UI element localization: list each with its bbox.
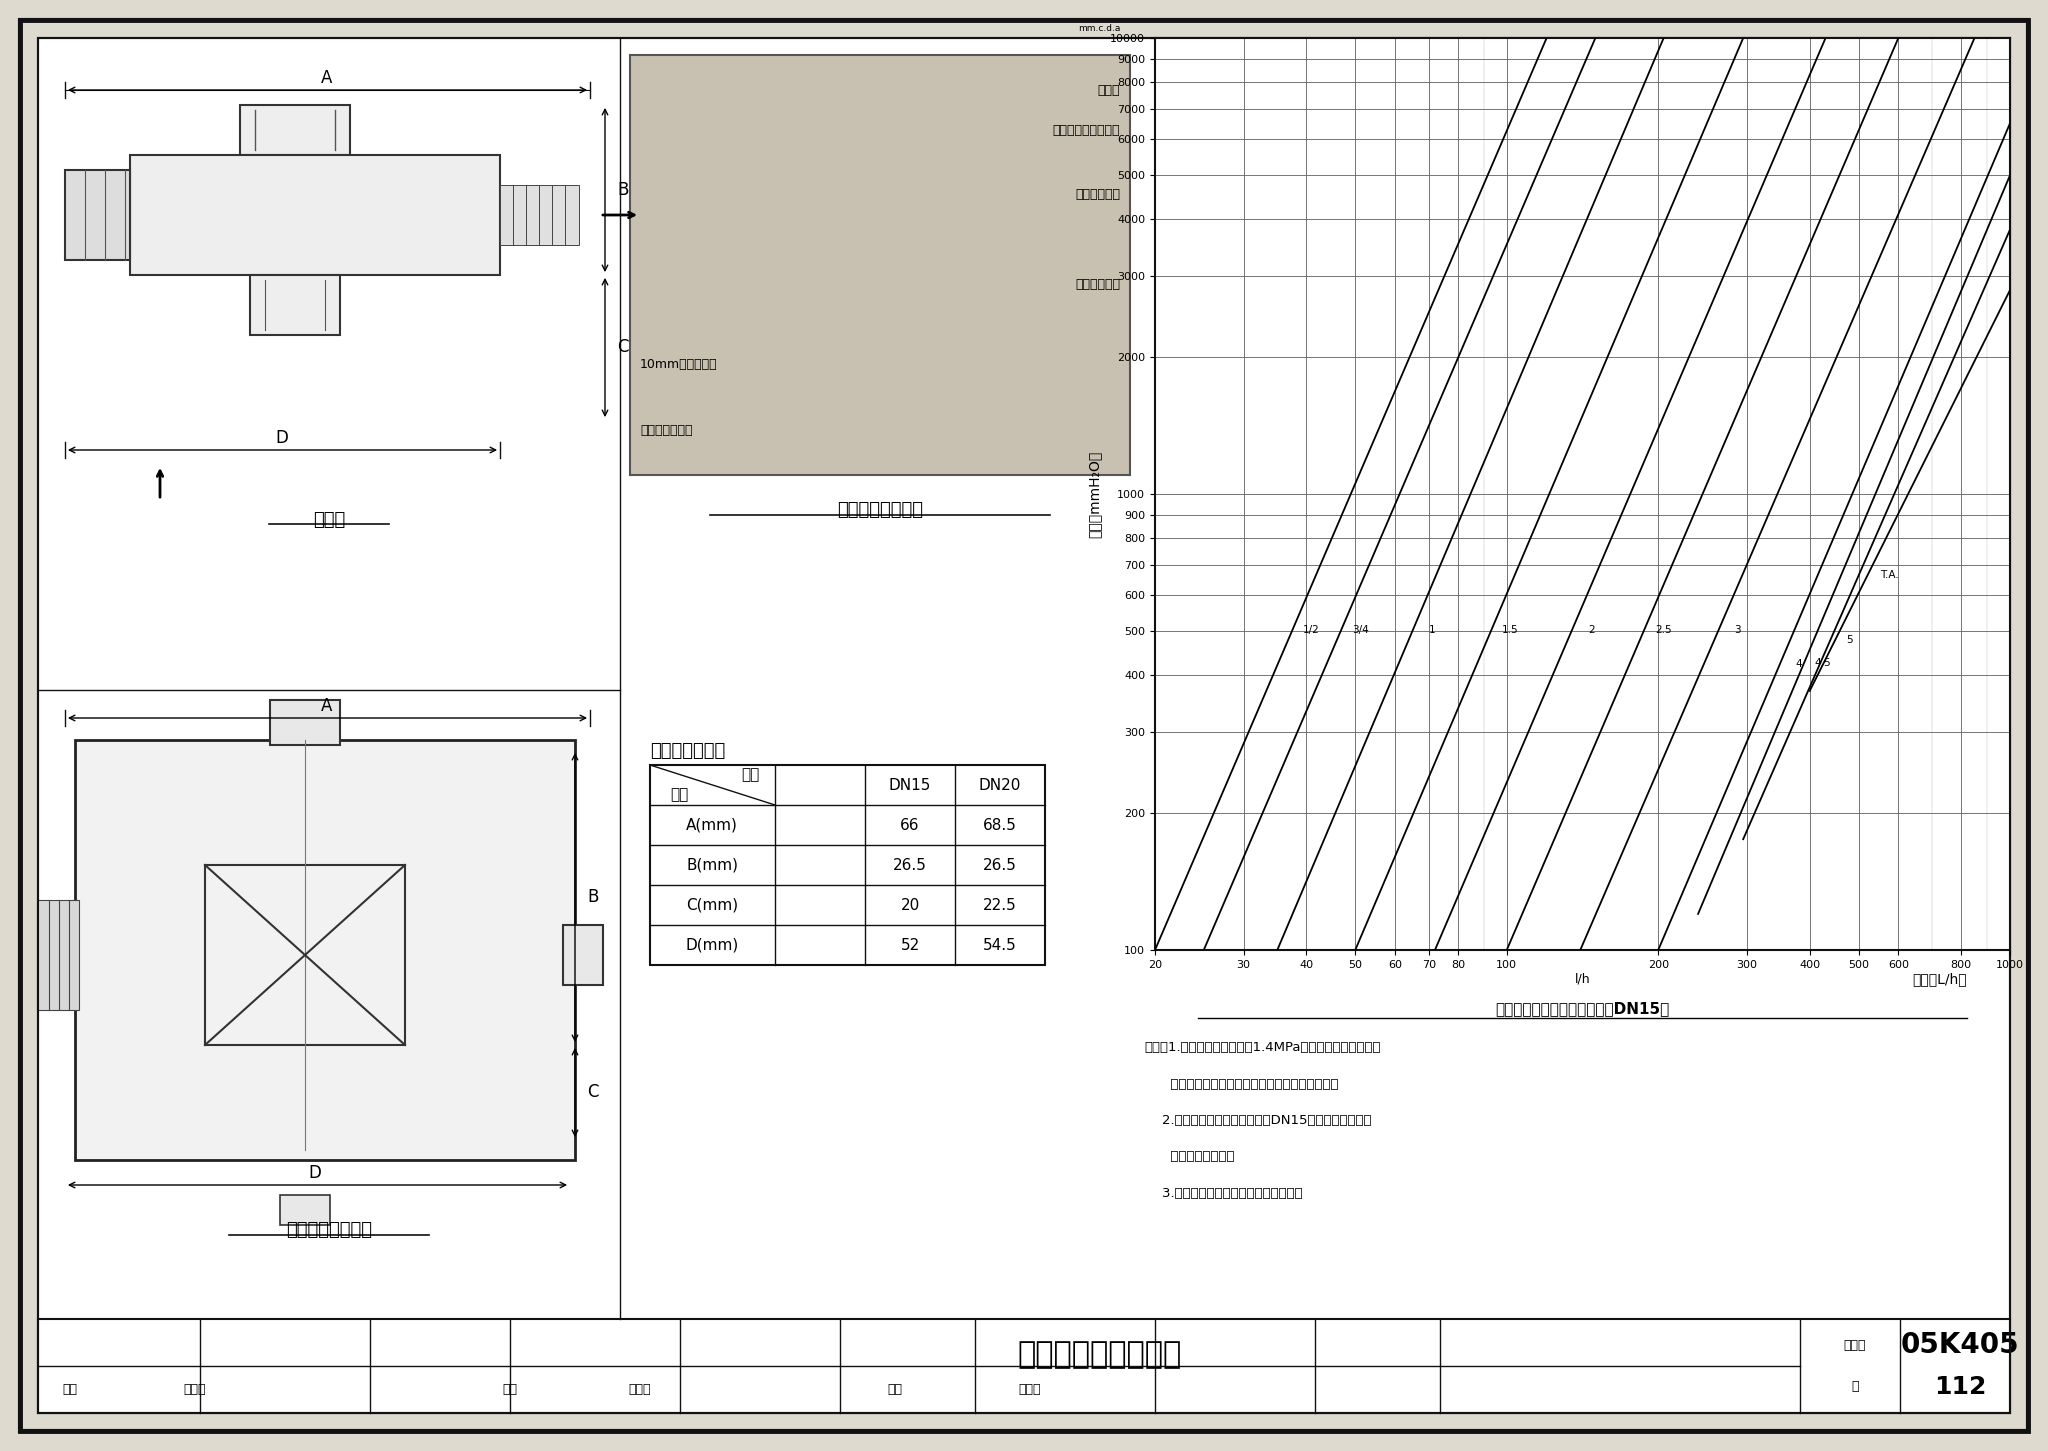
Text: 5: 5 — [1847, 634, 1853, 644]
Text: 20: 20 — [901, 898, 920, 913]
Bar — [129, 155, 500, 276]
Text: D: D — [309, 1164, 322, 1183]
Text: 带排水功能的调节阀: 带排水功能的调节阀 — [1018, 1341, 1182, 1370]
Text: 转角型锁闭阀压力损失曲线（DN15）: 转角型锁闭阀压力损失曲线（DN15） — [1495, 1001, 1669, 1016]
Text: 审核: 审核 — [63, 1383, 78, 1396]
Text: 转角型阀体尺寸: 转角型阀体尺寸 — [649, 741, 725, 760]
Text: 22.5: 22.5 — [983, 898, 1018, 913]
Text: 设计: 设计 — [887, 1383, 903, 1396]
Text: 螺钉的调节圈数。: 螺钉的调节圈数。 — [1145, 1151, 1235, 1164]
Bar — [76, 740, 575, 1159]
Text: 1.5: 1.5 — [1501, 624, 1520, 634]
Text: 说明：1.铜质阀体工作压力为1.4MPa，其预调节带机械记忆: 说明：1.铜质阀体工作压力为1.4MPa，其预调节带机械记忆 — [1145, 1042, 1380, 1055]
Text: 页: 页 — [1851, 1380, 1860, 1393]
Text: 3/4: 3/4 — [1352, 624, 1368, 634]
Text: 4.5: 4.5 — [1815, 657, 1831, 667]
Bar — [66, 170, 129, 260]
Text: 散热器回水管: 散热器回水管 — [1075, 189, 1120, 202]
Bar — [553, 184, 565, 245]
Text: 劳逸民: 劳逸民 — [629, 1383, 651, 1396]
Text: 转角型: 转角型 — [313, 511, 346, 530]
Bar — [270, 699, 340, 744]
Text: DN15: DN15 — [889, 778, 932, 792]
Text: mm.c.d.a: mm.c.d.a — [1077, 25, 1120, 33]
Text: T.A.: T.A. — [1880, 570, 1898, 580]
Text: 散热器: 散热器 — [1098, 84, 1120, 97]
Text: 校对: 校对 — [502, 1383, 518, 1396]
Bar — [512, 184, 526, 245]
Bar — [205, 865, 406, 1045]
Text: 转角型构造示意图: 转角型构造示意图 — [287, 1220, 373, 1239]
Text: 3: 3 — [1735, 624, 1741, 634]
Text: D: D — [276, 429, 289, 447]
Text: B(mm): B(mm) — [686, 858, 737, 872]
Bar — [563, 924, 602, 985]
Text: 排水用塑料短管: 排水用塑料短管 — [639, 424, 692, 437]
Text: A(mm): A(mm) — [686, 817, 737, 833]
Text: 54.5: 54.5 — [983, 937, 1018, 952]
Text: 锁闭排水阀的安装: 锁闭排水阀的安装 — [838, 501, 924, 519]
Text: 图集号: 图集号 — [1843, 1339, 1866, 1352]
Text: 专用排水阀帽: 专用排水阀帽 — [1075, 279, 1120, 292]
Text: 2: 2 — [1587, 624, 1595, 634]
Bar — [68, 900, 80, 1010]
Text: A: A — [322, 70, 332, 87]
Text: 2.5: 2.5 — [1655, 624, 1671, 634]
X-axis label: l/h: l/h — [1575, 972, 1591, 985]
Text: 05K405: 05K405 — [1901, 1332, 2019, 1360]
Text: C(mm): C(mm) — [686, 898, 737, 913]
Bar — [631, 55, 1130, 474]
Bar — [565, 184, 580, 245]
Text: C: C — [616, 338, 629, 355]
Text: 带排水功能的调节阀: 带排水功能的调节阀 — [1053, 123, 1120, 136]
Bar — [57, 900, 70, 1010]
Text: C: C — [588, 1082, 598, 1101]
Text: 流量（L/h）: 流量（L/h） — [1913, 972, 1968, 985]
Text: 112: 112 — [1933, 1374, 1987, 1399]
Text: 26.5: 26.5 — [893, 858, 928, 872]
Text: 尺寸: 尺寸 — [670, 788, 688, 802]
Text: 10mm内六角扳手: 10mm内六角扳手 — [639, 358, 717, 371]
Bar — [240, 104, 350, 155]
Text: 3.本页根据定型产品的技术资料编制。: 3.本页根据定型产品的技术资料编制。 — [1145, 1187, 1303, 1200]
Bar — [39, 1319, 2009, 1413]
Text: 胡建丽: 胡建丽 — [1018, 1383, 1040, 1396]
Text: D(mm): D(mm) — [686, 937, 739, 952]
Text: 68.5: 68.5 — [983, 817, 1018, 833]
Text: A: A — [322, 696, 332, 715]
Text: B: B — [588, 888, 598, 905]
Bar — [539, 184, 553, 245]
Text: B: B — [616, 181, 629, 199]
Text: 52: 52 — [901, 937, 920, 952]
Bar — [47, 900, 59, 1010]
Text: 功能，并可在不妨碍系统正常工作情况下排水。: 功能，并可在不妨碍系统正常工作情况下排水。 — [1145, 1078, 1337, 1091]
Text: 2.线算图中锁闭阀接口尺寸为DN15，所对应的数字是: 2.线算图中锁闭阀接口尺寸为DN15，所对应的数字是 — [1145, 1114, 1372, 1127]
Text: DN20: DN20 — [979, 778, 1022, 792]
Text: 规格: 规格 — [741, 768, 760, 782]
Text: 孙淑萍: 孙淑萍 — [184, 1383, 207, 1396]
Text: 1/2: 1/2 — [1303, 624, 1321, 634]
Bar — [37, 900, 49, 1010]
Bar — [250, 276, 340, 335]
Text: 26.5: 26.5 — [983, 858, 1018, 872]
Text: 1: 1 — [1430, 624, 1436, 634]
Bar — [500, 184, 514, 245]
Text: 66: 66 — [901, 817, 920, 833]
Y-axis label: 压损（mmH₂O）: 压损（mmH₂O） — [1087, 450, 1102, 538]
Bar — [526, 184, 541, 245]
Bar — [281, 1196, 330, 1225]
Text: 4: 4 — [1796, 659, 1802, 669]
Bar — [649, 765, 1044, 965]
